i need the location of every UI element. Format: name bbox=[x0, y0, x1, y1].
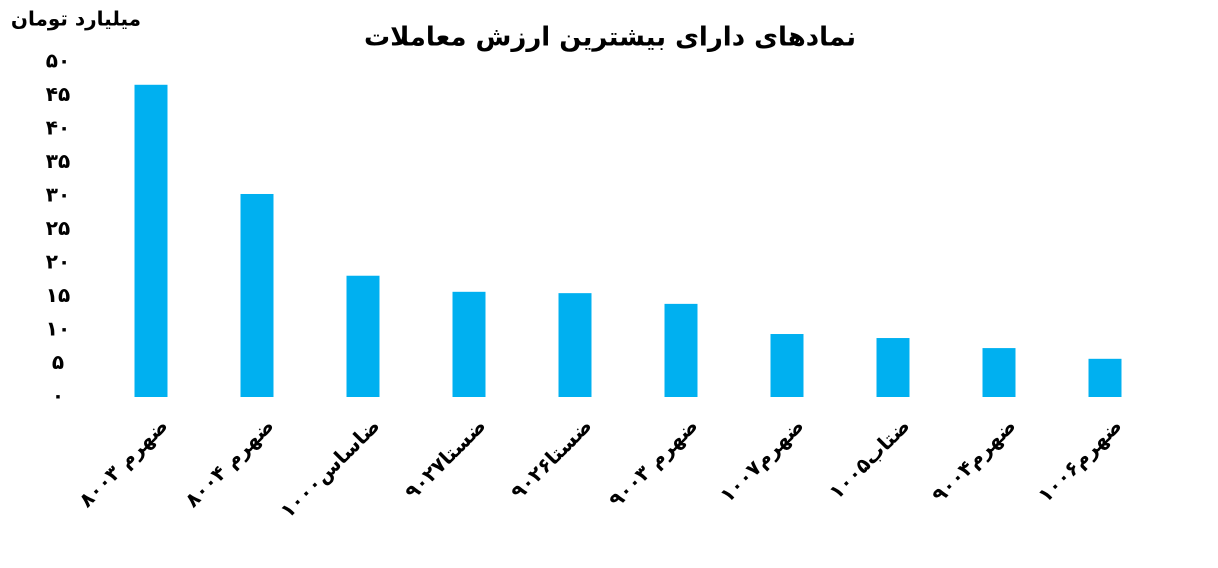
bar bbox=[1088, 358, 1122, 397]
chart-title: نمادهای دارای بیشترین ارزش معاملات bbox=[364, 23, 856, 53]
y-tick-label: ۴۰ bbox=[46, 116, 70, 140]
bar bbox=[770, 334, 804, 397]
x-tick-label: ضهرم۱۰۰۷ bbox=[715, 413, 809, 507]
bar bbox=[452, 291, 486, 397]
bar bbox=[240, 193, 274, 397]
bar bbox=[982, 348, 1016, 397]
x-tick-label: ضهرم ۸۰۰۴ bbox=[180, 413, 279, 512]
y-tick-label: ۴۵ bbox=[46, 82, 70, 106]
y-tick-label: ۱۰ bbox=[46, 317, 70, 341]
y-tick-label: ۲۵ bbox=[46, 216, 70, 240]
x-tick-label: ضهرم ۹۰۰۳ bbox=[604, 413, 703, 512]
bar bbox=[558, 293, 592, 397]
y-tick-label: ۵ bbox=[52, 350, 64, 374]
y-tick-label: ۱۵ bbox=[46, 283, 70, 307]
x-tick-label: ضستا۹۰۲۷ bbox=[400, 413, 491, 504]
y-tick-label: ۳۰ bbox=[46, 183, 70, 207]
x-tick-label: ضتاب۱۰۰۵ bbox=[824, 413, 914, 503]
x-tick-label: ضاساس۱۰۰۰ bbox=[275, 413, 384, 522]
x-tick-label: ضستا۹۰۲۶ bbox=[506, 413, 597, 504]
y-tick-label: ۲۰ bbox=[46, 250, 70, 274]
x-tick-label: ضهرم۱۰۰۶ bbox=[1033, 413, 1127, 507]
y-tick-label: ۰ bbox=[52, 384, 64, 408]
y-tick-label: ۳۵ bbox=[46, 149, 70, 173]
bar bbox=[876, 338, 910, 397]
x-tick-label: ضهرم۹۰۰۴ bbox=[927, 413, 1021, 507]
y-axis-label: میلیارد تومان bbox=[11, 7, 141, 31]
y-tick-label: ۵۰ bbox=[46, 49, 70, 73]
x-tick-label: ضهرم ۸۰۰۳ bbox=[74, 413, 173, 512]
bar bbox=[346, 275, 380, 397]
bar bbox=[134, 84, 168, 397]
bar bbox=[664, 303, 698, 397]
